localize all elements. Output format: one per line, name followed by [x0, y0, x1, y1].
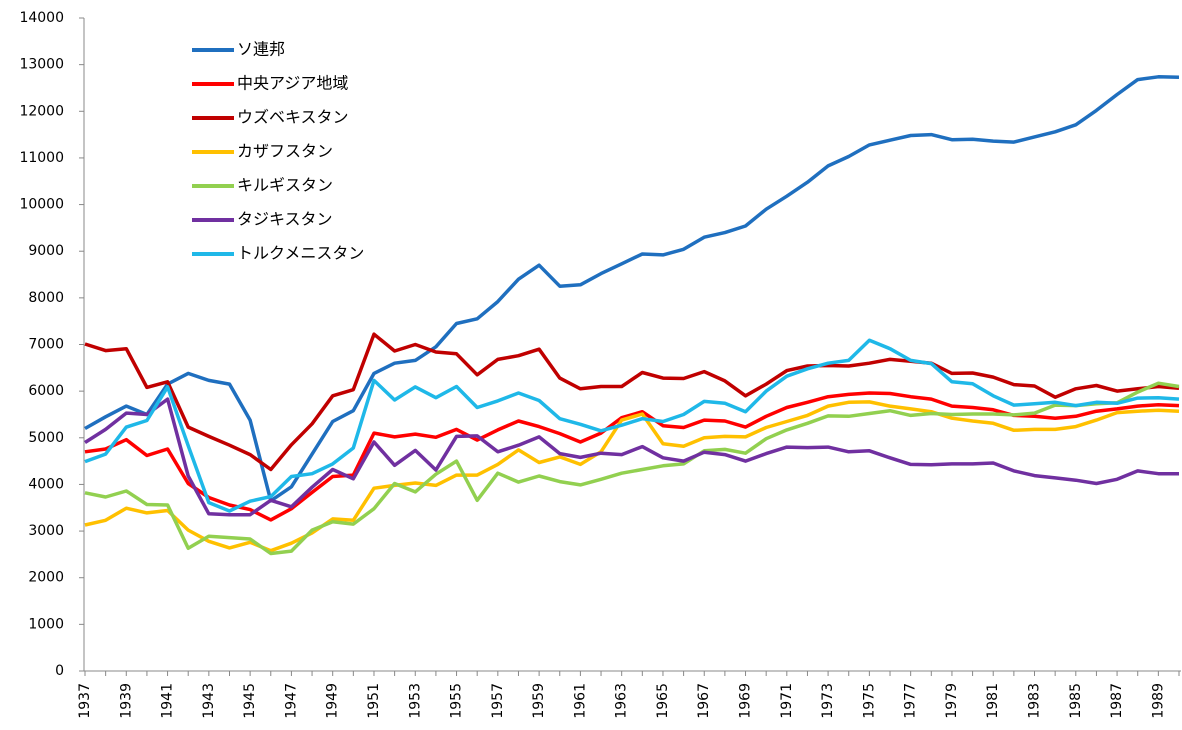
legend-label: トルクメニスタン [237, 244, 364, 263]
x-tick-label: 1939 [118, 683, 134, 719]
x-tick-label: 1961 [572, 683, 588, 719]
x-tick-label: 1951 [366, 683, 382, 719]
y-tick-label: 8000 [28, 290, 64, 306]
y-tick-label: 2000 [28, 570, 64, 586]
x-tick-label: 1975 [861, 683, 877, 719]
x-tick-label: 1963 [614, 683, 630, 719]
x-tick-label: 1989 [1150, 683, 1166, 719]
y-tick-label: 6000 [28, 383, 64, 399]
x-tick-label: 1985 [1068, 683, 1084, 719]
y-tick-label: 4000 [28, 476, 64, 492]
x-tick-label: 1979 [944, 683, 960, 719]
y-tick-label: 13000 [19, 57, 64, 73]
x-tick-label: 1957 [490, 683, 506, 719]
y-tick-label: 1000 [28, 616, 64, 632]
series-line [84, 400, 1180, 553]
x-tick-label: 1937 [77, 683, 93, 719]
series-line [84, 381, 1180, 556]
series-line [84, 332, 1180, 472]
x-tick-label: 1959 [531, 683, 547, 719]
x-tick-label: 1949 [325, 683, 341, 719]
legend-label: カザフスタン [237, 142, 333, 161]
x-tick-label: 1965 [655, 683, 671, 719]
y-tick-label: 3000 [28, 523, 64, 539]
y-tick-label: 10000 [19, 197, 64, 213]
legend-label: ソ連邦 [237, 40, 285, 59]
legend-label: ウズベキスタン [237, 108, 349, 127]
y-tick-label: 9000 [28, 243, 64, 259]
x-tick-label: 1955 [449, 683, 465, 719]
y-tick-label: 14000 [19, 10, 64, 26]
x-tick-label: 1941 [160, 683, 176, 719]
legend: ソ連邦中央アジア地域ウズベキスタンカザフスタンキルギスタンタジキスタントルクメニ… [192, 40, 364, 263]
x-tick-label: 1967 [696, 683, 712, 719]
x-tick-label: 1987 [1109, 683, 1125, 719]
x-tick-label: 1977 [903, 683, 919, 719]
legend-label: タジキスタン [237, 210, 333, 229]
series-line [84, 338, 1180, 513]
legend-label: 中央アジア地域 [237, 74, 348, 93]
y-tick-label: 0 [55, 663, 64, 679]
x-tick-label: 1983 [1027, 683, 1043, 719]
x-tick-label: 1969 [738, 683, 754, 719]
x-tick-label: 1973 [820, 683, 836, 719]
series-line [84, 391, 1180, 522]
y-tick-label: 12000 [19, 103, 64, 119]
legend-label: キルギスタン [237, 176, 333, 195]
x-tick-label: 1943 [201, 683, 217, 719]
x-tick-label: 1971 [779, 683, 795, 719]
y-tick-label: 7000 [28, 337, 64, 353]
x-tick-label: 1981 [985, 683, 1001, 719]
x-tick-label: 1945 [242, 683, 258, 719]
y-tick-label: 5000 [28, 430, 64, 446]
x-tick-label: 1947 [283, 683, 299, 719]
y-tick-label: 11000 [19, 150, 64, 166]
series-line [84, 75, 1180, 503]
x-tick-label: 1953 [407, 683, 423, 719]
series-line [84, 397, 1179, 517]
